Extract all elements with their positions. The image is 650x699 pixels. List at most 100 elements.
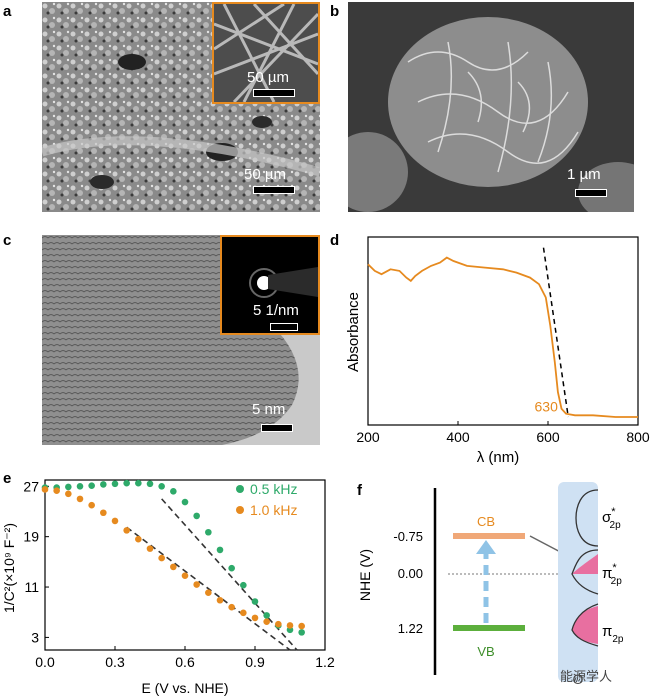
inset-scale-bar-a: [253, 89, 295, 97]
ms-point-05khz: [88, 482, 95, 489]
absorbance-x-tick-label: 400: [446, 429, 470, 445]
cb-band: [453, 533, 525, 539]
ms-point-10khz: [76, 495, 84, 503]
absorbance-x-tick-label: 800: [626, 429, 650, 445]
panel-label-b: b: [330, 3, 340, 20]
legend-label-05khz: 0.5 kHz: [250, 481, 297, 497]
inset-scale-bar-c: [270, 323, 298, 331]
ms-point-10khz: [158, 554, 165, 562]
panel-label-d: d: [330, 232, 340, 249]
scale-label-c: 5 nm: [252, 401, 286, 418]
pi-star-fill: [572, 554, 598, 574]
ms-point-10khz: [88, 501, 95, 509]
pi-fill: [572, 606, 598, 644]
absorbance-plot-frame: [367, 236, 639, 426]
ms-point-10khz: [41, 486, 49, 493]
excitation-arrow-head: [476, 540, 496, 554]
pi-star-peak: [571, 549, 599, 595]
scale-bar-c: [261, 424, 293, 432]
vb-band: [453, 625, 525, 631]
panel-label-a: a: [3, 3, 12, 20]
absorbance-x-tick-label: 600: [536, 429, 560, 445]
ms-fit-line: [161, 498, 298, 651]
ms-point-05khz: [298, 629, 305, 636]
ms-point-10khz: [216, 596, 224, 604]
ms-point-05khz: [240, 581, 247, 589]
ms-point-10khz: [181, 572, 189, 580]
ms-point-10khz: [65, 490, 72, 498]
ms-point-05khz: [158, 482, 165, 490]
ms-fit-line: [126, 526, 291, 651]
ms-point-05khz: [205, 528, 212, 536]
oxygen-label: O: [573, 671, 584, 687]
ms-point-05khz: [193, 512, 200, 520]
vb-label: VB: [477, 644, 494, 659]
orbital-label-pi: π2p: [602, 623, 624, 645]
ms-point-10khz: [100, 509, 107, 517]
absorbance-x-label: λ (nm): [477, 449, 520, 466]
ms-y-tick-label: 3: [31, 629, 39, 645]
ms-point-05khz: [263, 612, 270, 619]
ms-point-10khz: [53, 487, 60, 495]
ms-point-05khz: [228, 564, 235, 572]
ms-point-05khz: [123, 479, 130, 487]
sem-image-b: [348, 2, 634, 212]
ms-point-10khz: [286, 622, 294, 629]
ms-point-05khz: [216, 546, 224, 554]
legend-marker-05khz: [236, 485, 244, 493]
scale-bar-b: [575, 189, 607, 197]
ms-point-05khz: [76, 482, 84, 490]
tick-label-zero: 0.00: [398, 566, 423, 581]
absorbance-chart: 200 400 600 800 630 λ (nm) Absorbance: [345, 236, 650, 466]
ms-x-label: E (V vs. NHE): [141, 680, 228, 696]
ms-point-05khz: [100, 481, 107, 488]
watermark: 能源学人: [560, 670, 613, 685]
panel-label-f: f: [357, 482, 362, 499]
scale-label-a: 50 µm: [244, 166, 286, 183]
cb-label: CB: [477, 514, 495, 529]
legend-label-10khz: 1.0 kHz: [250, 502, 297, 518]
ms-point-10khz: [170, 563, 177, 571]
panel-label-c: c: [3, 232, 12, 249]
ms-y-tick-label: 11: [24, 579, 39, 595]
ms-point-05khz: [170, 488, 177, 495]
ms-point-10khz: [135, 535, 142, 543]
absorbance-fit-line: [542, 247, 569, 418]
ms-y-tick-label: 27: [23, 478, 39, 494]
mott-schottky-chart: 0.0 0.3 0.6 0.9 1.2 3 11 19 27 0.5 kHz 1.0 kHz E…: [1, 478, 335, 696]
absorbance-x-tick-label: 200: [356, 429, 380, 445]
absorbance-edge-label: 630: [535, 399, 559, 415]
scale-label-b: 1 µm: [567, 166, 601, 183]
orbital-label-pi-star: π* 2p: [602, 562, 622, 587]
ms-y-label: 1/C²(×10⁹ F⁻²): [1, 523, 17, 613]
ms-point-10khz: [123, 527, 130, 534]
sigma-star-peak: [575, 489, 599, 547]
pi-peak: [571, 603, 599, 647]
tick-label-cb: -0.75: [393, 529, 423, 544]
ms-point-10khz: [228, 603, 235, 611]
ms-point-05khz: [146, 480, 154, 488]
legend-marker-10khz: [236, 506, 244, 514]
scale-bar-a: [253, 186, 295, 194]
inset-scale-label-c: 5 1/nm: [253, 302, 299, 319]
ms-point-10khz: [275, 620, 282, 628]
panel-label-e: e: [3, 470, 12, 487]
sem-inset-a: [212, 2, 320, 104]
ms-x-tick-label: 0.9: [245, 654, 265, 670]
ms-x-tick-label: 0.0: [35, 654, 55, 670]
absorbance-y-label: Absorbance: [345, 292, 362, 372]
ms-point-10khz: [298, 622, 305, 630]
orbital-label-sigma-star: σ* 2p: [602, 506, 621, 531]
ms-point-10khz: [111, 517, 119, 525]
ms-y-tick-label: 19: [23, 529, 39, 545]
band-diagram: NHE (V) -0.75 0.00 1.22 CB VB σ* 2p π* 2p …: [357, 482, 624, 687]
ms-point-05khz: [181, 498, 189, 506]
ms-point-05khz: [65, 483, 72, 491]
tick-label-vb: 1.22: [398, 621, 423, 636]
ms-point-05khz: [135, 479, 142, 487]
ms-point-05khz: [251, 598, 259, 605]
ms-point-10khz: [240, 609, 247, 617]
nhe-axis-label: NHE (V): [357, 549, 373, 601]
ms-point-05khz: [111, 480, 119, 488]
ms-point-10khz: [263, 618, 270, 625]
